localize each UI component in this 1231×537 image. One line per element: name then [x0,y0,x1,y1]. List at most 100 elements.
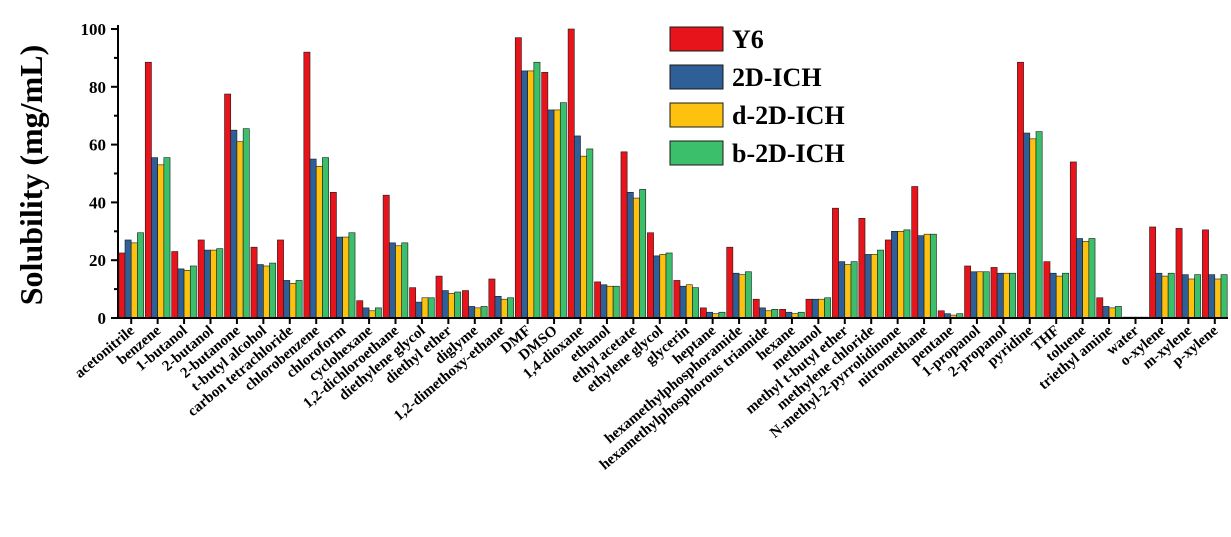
bar-2d-ich-15 [521,70,528,319]
bar-b-2d-ich-0 [137,232,144,319]
bar-y6-20 [647,232,654,319]
bar-2d-ich-12 [441,290,449,319]
bar-y6-41 [1202,229,1209,319]
bar-b-2d-ich-29 [903,229,911,319]
bar-2d-ich-0 [124,239,132,319]
bar-y6-27 [832,207,839,319]
bar-d-2d-ich-9 [368,310,376,319]
category-labels-group: acetonitrilebenzene1-butanol2-butanol2-b… [72,322,1222,473]
bar-b-2d-ich-23 [744,271,752,319]
bar-y6-22 [699,307,707,319]
bar-y6-5 [250,246,258,319]
bar-2d-ich-32 [970,271,978,319]
bar-y6-15 [514,37,522,319]
bar-y6-19 [620,151,628,319]
legend-label-b-2d-ich: b-2D-ICH [732,139,845,168]
bar-y6-14 [488,278,496,319]
bar-b-2d-ich-18 [612,285,620,319]
bar-y6-18 [594,281,602,319]
bar-b-2d-ich-30 [929,233,937,319]
bar-2d-ich-1 [151,157,158,319]
legend-label-2d-ich: 2D-ICH [732,63,822,92]
y-tick-label-60: 60 [89,136,106,155]
bar-d-2d-ich-40 [1188,278,1195,319]
bar-y6-1 [144,61,152,319]
bar-2d-ich-36 [1076,238,1083,319]
bar-b-2d-ich-33 [1009,272,1017,319]
y-tick-label-100: 100 [81,20,107,39]
bar-2d-ich-5 [256,264,264,319]
bar-2d-ich-41 [1208,274,1216,319]
bar-y6-36 [1069,161,1077,319]
bar-y6-40 [1175,228,1183,319]
bar-2d-ich-30 [917,235,925,319]
bar-b-2d-ich-13 [480,306,488,319]
bar-y6-35 [1043,261,1051,319]
bar-2d-ich-7 [309,158,317,319]
bar-y6-6 [277,239,284,319]
bar-d-2d-ich-37 [1108,307,1116,319]
bar-d-2d-ich-8 [342,236,350,319]
bar-b-2d-ich-16 [559,102,567,319]
bar-b-2d-ich-14 [507,297,514,319]
bar-2d-ich-9 [362,307,370,319]
bar-y6-17 [567,28,575,319]
legend-swatch-b-2d-ich [669,140,724,166]
bar-b-2d-ich-3 [216,248,224,319]
bar-2d-ich-20 [653,255,661,319]
bar-d-2d-ich-1 [157,164,165,319]
y-tick-label-0: 0 [98,309,107,328]
bar-y6-32 [964,265,972,319]
bar-y6-28 [858,218,866,319]
bar-y6-0 [118,252,126,319]
bar-d-2d-ich-16 [553,109,561,319]
bar-b-2d-ich-32 [982,271,990,319]
bar-y6-12 [435,275,443,319]
bar-d-2d-ich-7 [315,165,323,319]
bar-d-2d-ich-3 [210,249,217,319]
bar-y6-26 [805,298,813,319]
bar-y6-39 [1149,226,1157,319]
bar-2d-ich-18 [600,284,608,319]
bar-b-2d-ich-2 [189,265,197,319]
bar-d-2d-ich-33 [1003,272,1010,319]
bar-y6-2 [171,251,179,319]
bar-d-2d-ich-0 [130,242,138,319]
bar-y6-21 [673,280,681,319]
bar-b-2d-ich-40 [1194,274,1202,319]
bar-2d-ich-16 [547,109,555,319]
bar-b-2d-ich-41 [1220,274,1228,319]
bar-b-2d-ich-7 [322,157,329,319]
bar-d-2d-ich-13 [474,307,482,319]
bar-b-2d-ich-35 [1062,272,1069,319]
bar-d-2d-ich-11 [421,297,429,319]
bar-b-2d-ich-4 [242,128,250,319]
bar-d-2d-ich-15 [527,70,535,319]
bar-2d-ich-40 [1181,274,1189,319]
bar-y6-29 [884,239,892,319]
bar-2d-ich-39 [1155,272,1163,319]
legend-label-y6: Y6 [732,25,764,54]
bar-y6-7 [303,51,311,319]
bar-2d-ich-17 [573,135,581,319]
bar-b-2d-ich-10 [401,242,409,319]
bar-b-2d-ich-37 [1114,306,1122,319]
bar-d-2d-ich-24 [765,310,772,319]
bar-2d-ich-33 [996,272,1004,319]
y-axis-label: Solubility (mg/mL) [13,45,49,305]
bar-y6-13 [462,290,469,319]
bar-d-2d-ich-26 [818,298,825,319]
bar-2d-ich-14 [494,296,502,319]
bar-d-2d-ich-29 [897,231,905,319]
bar-b-2d-ich-15 [533,61,541,319]
bar-d-2d-ich-5 [263,265,270,319]
axes-group: 0 20 40 60 80 100 [81,20,1228,328]
bar-b-2d-ich-27 [850,261,858,319]
bar-2d-ich-19 [626,191,634,319]
bar-y6-16 [541,72,549,319]
bar-b-2d-ich-36 [1088,238,1096,319]
bar-y6-33 [990,267,998,319]
bar-y6-31 [937,310,945,319]
bar-b-2d-ich-39 [1167,272,1175,319]
